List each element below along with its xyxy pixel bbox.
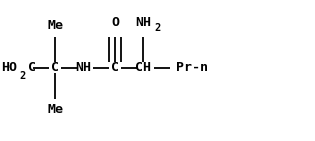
Text: O: O	[111, 16, 119, 29]
Text: Me: Me	[47, 103, 63, 116]
Text: C: C	[51, 61, 59, 74]
Text: NH: NH	[76, 61, 91, 74]
Text: 2: 2	[20, 71, 26, 81]
Text: Pr-n: Pr-n	[176, 61, 209, 74]
Text: HO: HO	[1, 61, 17, 74]
Text: CH: CH	[135, 61, 151, 74]
Text: Me: Me	[47, 19, 63, 32]
Text: C: C	[28, 61, 36, 74]
Text: C: C	[111, 61, 119, 74]
Text: 2: 2	[154, 23, 161, 33]
Text: NH: NH	[135, 16, 151, 29]
